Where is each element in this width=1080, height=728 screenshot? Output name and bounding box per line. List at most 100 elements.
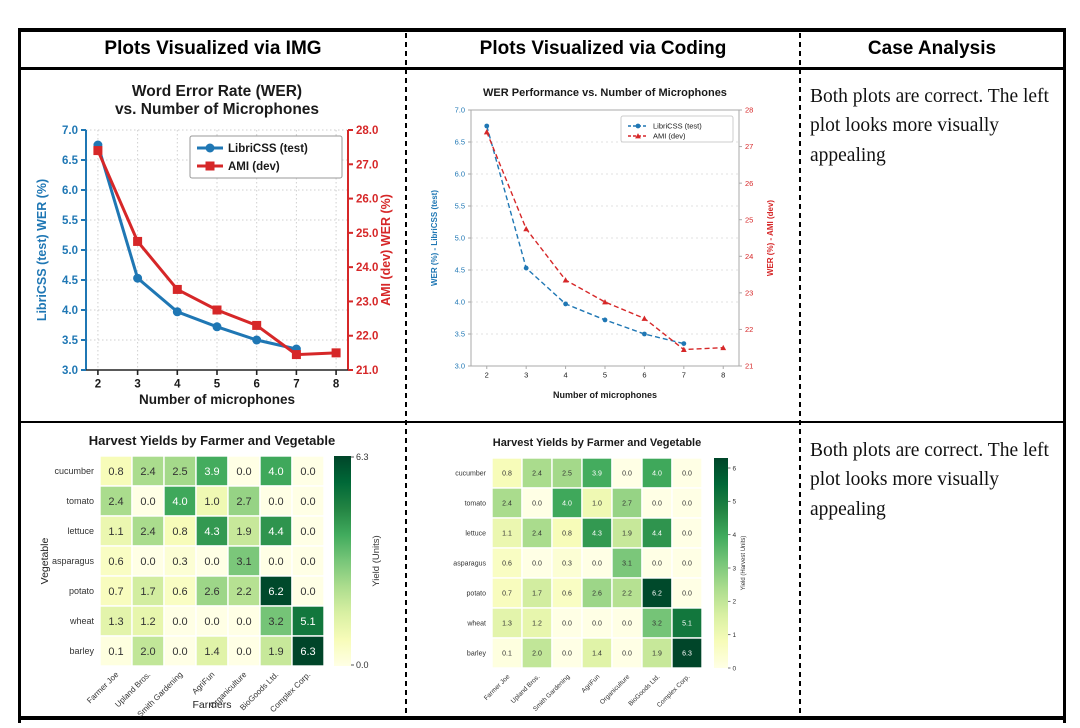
series-line [486,125,684,345]
case-analysis-row2: Both plots are correct. The left plot lo… [810,440,1049,520]
cell-value: 1.9 [652,650,662,657]
heatmap-cell [99,575,133,607]
harvest-heatmap-img: Harvest Yields by Farmer and Vegetable 0.… [30,432,406,725]
cell-value: 3.9 [204,466,219,478]
heatmap-cell [551,457,583,489]
colorbar-tick-label: 6.3 [356,452,369,462]
legend-label: AMI (dev) [228,161,280,173]
heatmap-cell [163,455,197,487]
cell-value: 0.0 [682,530,692,537]
tick-label-x: 6 [253,379,259,391]
cell-value: 0.0 [682,560,692,567]
cell-value: 6.3 [300,646,315,658]
heatmap-cell [195,515,229,547]
heatmap-cell [131,575,165,607]
marker-triangle [680,346,687,352]
tick-label-left: 7.0 [62,125,78,137]
tick-label-right: 23.0 [356,296,378,308]
heatmap-cell [99,455,133,487]
table-right-border [1063,28,1066,723]
cell-value: 4.0 [268,466,283,478]
chart-title: Word Error Rate (WER) [132,83,302,100]
row-label: asparagus [453,560,486,567]
cell-value: 1.1 [108,526,123,538]
y-axis-label: Vegetable [39,537,51,584]
cell-value: 0.0 [268,556,283,568]
tick-label-x: 5 [603,371,607,380]
cell-value: 2.7 [236,496,251,508]
cell-value: 1.9 [236,526,251,538]
heatmap-cell [671,577,703,609]
cell-value: 1.2 [532,620,542,627]
cell-value: 0.0 [682,470,692,477]
tick-label-left: 4.0 [62,305,78,317]
heatmap-cell [491,517,523,549]
case-analysis-row1: Both plots are correct. The left plot lo… [810,86,1049,166]
colorbar [334,456,351,666]
chart-title: Harvest Yields by Farmer and Vegetable [493,437,701,449]
cell-value: 0.0 [562,650,572,657]
cell-value: 1.0 [204,496,219,508]
cell-value: 2.6 [592,590,602,597]
tick-label-x: 7 [293,379,299,391]
tick-label-right: 21 [745,362,753,371]
cell-value: 6.3 [682,650,692,657]
tick-label-right: 26 [745,179,753,188]
cell-value: 3.2 [268,616,283,628]
heatmap-cell [521,577,553,609]
heatmap-cell [131,485,165,517]
marker-circle [523,265,529,271]
row-divider [20,421,1064,423]
colorbar-label: Yield (Units) [371,535,382,586]
table-top-border [18,28,1066,32]
heatmap-cell [671,457,703,489]
colorbar-tick-label: 3 [733,565,737,572]
tick-label-right: 23 [745,288,753,297]
cell-value: 5.1 [300,616,315,628]
heatmap-cell [227,545,261,577]
colorbar-tick-label: 0.0 [356,660,369,670]
cell-value: 1.9 [268,646,283,658]
row-label: cucumber [54,466,94,476]
cell-value: 3.1 [622,560,632,567]
row-label: potato [467,590,487,597]
column-divider-2 [799,33,801,716]
marker-circle [212,322,222,332]
row-label: wheat [466,620,486,627]
heatmap-cell [131,545,165,577]
cell-value: 2.7 [622,500,632,507]
heatmap-cell [131,515,165,547]
marker-square [93,146,103,156]
tick-label-right: 25.0 [356,228,378,240]
tick-label-left: 3.5 [62,335,79,347]
cell-value: 4.4 [268,526,283,538]
cell-value: 1.3 [502,620,512,627]
tick-label-x: 4 [564,371,568,380]
heatmap-cell [641,607,673,639]
heatmap-cell [671,637,703,669]
tick-label-left: 4.5 [62,275,79,287]
tick-label-left: 4.0 [455,298,465,307]
tick-label-left: 3.0 [455,362,465,371]
cell-value: 0.0 [652,560,662,567]
cell-value: 2.2 [622,590,632,597]
heatmap-cell [99,545,133,577]
header-col-case: Case Analysis [867,38,997,59]
y-axis-label-left: WER (%) - LibriCSS (test) [430,190,439,286]
cell-value: 2.6 [204,586,219,598]
heatmap-cell [581,637,613,669]
tick-label-right: 27 [745,142,753,151]
table-left-border [18,28,21,723]
series-line [486,131,724,351]
cell-value: 0.7 [502,590,512,597]
row-label: tomato [465,500,487,507]
cell-value: 0.6 [562,590,572,597]
tick-label-left: 3.0 [62,365,78,377]
tick-label-x: 2 [485,371,489,380]
tick-label-left: 5.0 [455,234,465,243]
row-label: barley [467,650,487,657]
harvest_code-svg: Harvest Yields by Farmer and Vegetable 0.… [453,437,747,713]
cell-value: 2.5 [562,470,572,477]
cell-value: 4.0 [652,470,662,477]
tick-label-right: 22.0 [356,331,378,343]
